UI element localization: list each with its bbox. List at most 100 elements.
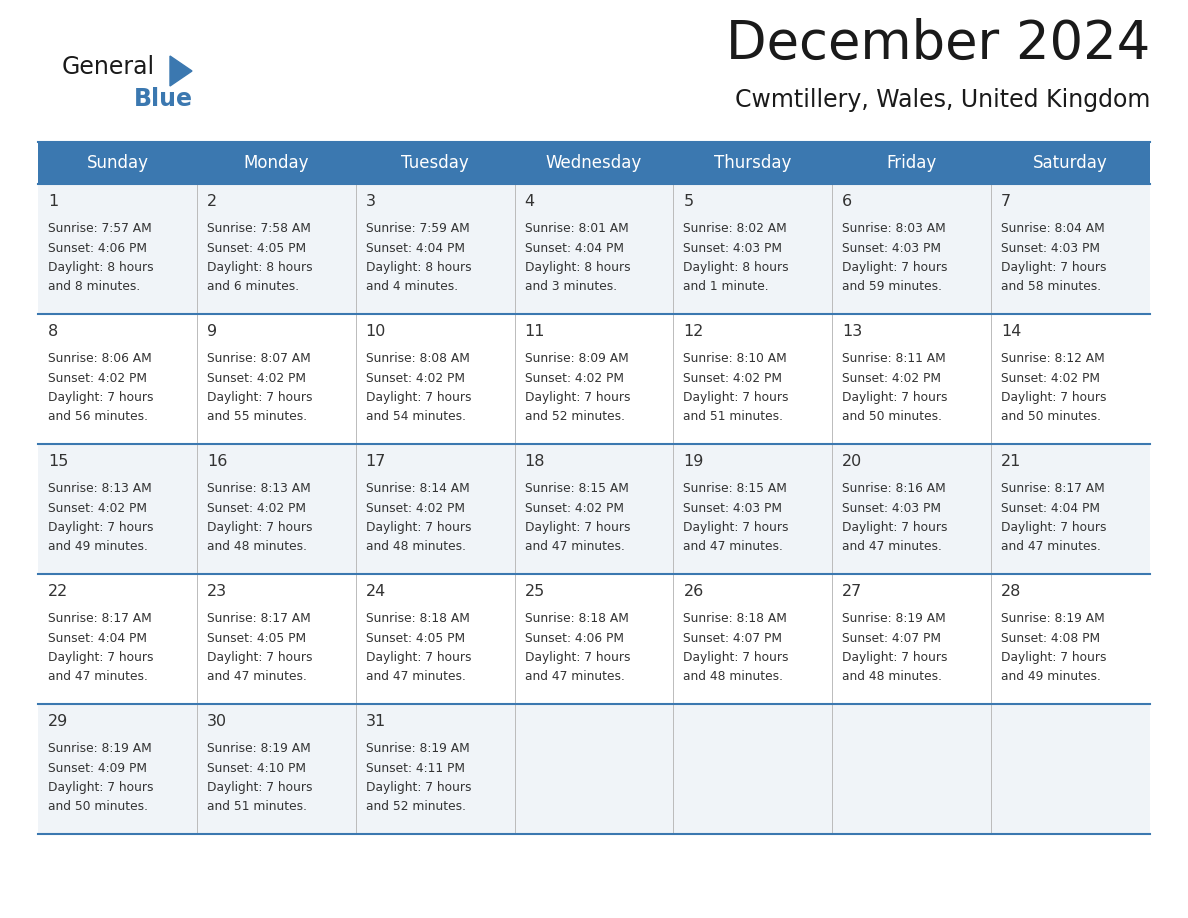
Text: General: General xyxy=(62,55,156,79)
Text: 7: 7 xyxy=(1001,194,1011,209)
Text: Daylight: 8 hours: Daylight: 8 hours xyxy=(683,261,789,274)
Text: and 47 minutes.: and 47 minutes. xyxy=(525,541,625,554)
Text: 16: 16 xyxy=(207,454,227,469)
Text: and 3 minutes.: and 3 minutes. xyxy=(525,281,617,294)
Text: Sunset: 4:02 PM: Sunset: 4:02 PM xyxy=(207,372,305,385)
Text: and 54 minutes.: and 54 minutes. xyxy=(366,410,466,423)
Text: Daylight: 7 hours: Daylight: 7 hours xyxy=(1001,521,1107,534)
Text: Daylight: 7 hours: Daylight: 7 hours xyxy=(525,391,630,404)
Text: Sunrise: 8:11 AM: Sunrise: 8:11 AM xyxy=(842,352,946,365)
Text: Daylight: 7 hours: Daylight: 7 hours xyxy=(207,391,312,404)
Text: Sunset: 4:06 PM: Sunset: 4:06 PM xyxy=(48,241,147,254)
Text: Sunset: 4:04 PM: Sunset: 4:04 PM xyxy=(525,241,624,254)
Text: Sunset: 4:02 PM: Sunset: 4:02 PM xyxy=(683,372,783,385)
Text: and 6 minutes.: and 6 minutes. xyxy=(207,281,299,294)
Text: Sunrise: 8:19 AM: Sunrise: 8:19 AM xyxy=(48,742,152,755)
Bar xyxy=(38,444,1150,574)
Text: Sunset: 4:11 PM: Sunset: 4:11 PM xyxy=(366,762,465,775)
Text: Sunrise: 8:02 AM: Sunrise: 8:02 AM xyxy=(683,222,788,235)
Text: and 58 minutes.: and 58 minutes. xyxy=(1001,281,1101,294)
Text: Sunrise: 8:16 AM: Sunrise: 8:16 AM xyxy=(842,482,946,495)
Text: Sunrise: 7:59 AM: Sunrise: 7:59 AM xyxy=(366,222,469,235)
Text: Daylight: 7 hours: Daylight: 7 hours xyxy=(48,651,153,664)
Text: Daylight: 8 hours: Daylight: 8 hours xyxy=(207,261,312,274)
Text: Sunset: 4:02 PM: Sunset: 4:02 PM xyxy=(842,372,941,385)
Text: Sunset: 4:04 PM: Sunset: 4:04 PM xyxy=(48,632,147,644)
Text: Sunset: 4:02 PM: Sunset: 4:02 PM xyxy=(366,372,465,385)
Text: Sunrise: 8:17 AM: Sunrise: 8:17 AM xyxy=(48,612,152,625)
Text: Daylight: 7 hours: Daylight: 7 hours xyxy=(207,781,312,794)
Text: 18: 18 xyxy=(525,454,545,469)
Text: and 51 minutes.: and 51 minutes. xyxy=(207,800,307,813)
Text: and 48 minutes.: and 48 minutes. xyxy=(683,670,783,684)
Text: 5: 5 xyxy=(683,194,694,209)
Text: and 56 minutes.: and 56 minutes. xyxy=(48,410,148,423)
Bar xyxy=(38,704,1150,834)
Text: 2: 2 xyxy=(207,194,217,209)
Text: Sunset: 4:02 PM: Sunset: 4:02 PM xyxy=(207,501,305,514)
Text: Sunrise: 8:08 AM: Sunrise: 8:08 AM xyxy=(366,352,469,365)
Text: Sunrise: 8:19 AM: Sunrise: 8:19 AM xyxy=(1001,612,1105,625)
Text: and 47 minutes.: and 47 minutes. xyxy=(366,670,466,684)
Text: Sunrise: 8:17 AM: Sunrise: 8:17 AM xyxy=(1001,482,1105,495)
Text: Daylight: 7 hours: Daylight: 7 hours xyxy=(366,521,472,534)
Bar xyxy=(38,184,1150,314)
Text: Daylight: 7 hours: Daylight: 7 hours xyxy=(525,651,630,664)
Text: Daylight: 8 hours: Daylight: 8 hours xyxy=(366,261,472,274)
Text: Daylight: 7 hours: Daylight: 7 hours xyxy=(842,391,948,404)
Text: Sunset: 4:04 PM: Sunset: 4:04 PM xyxy=(366,241,465,254)
Text: Wednesday: Wednesday xyxy=(545,154,643,172)
Text: Sunrise: 8:18 AM: Sunrise: 8:18 AM xyxy=(683,612,788,625)
Text: Sunset: 4:04 PM: Sunset: 4:04 PM xyxy=(1001,501,1100,514)
Text: 15: 15 xyxy=(48,454,69,469)
Text: and 50 minutes.: and 50 minutes. xyxy=(1001,410,1101,423)
Text: 26: 26 xyxy=(683,584,703,599)
Text: and 52 minutes.: and 52 minutes. xyxy=(366,800,466,813)
Text: Daylight: 7 hours: Daylight: 7 hours xyxy=(48,391,153,404)
Text: Daylight: 7 hours: Daylight: 7 hours xyxy=(842,261,948,274)
Text: Sunset: 4:05 PM: Sunset: 4:05 PM xyxy=(366,632,465,644)
Text: 30: 30 xyxy=(207,714,227,729)
Text: Sunrise: 8:12 AM: Sunrise: 8:12 AM xyxy=(1001,352,1105,365)
Text: Sunrise: 8:09 AM: Sunrise: 8:09 AM xyxy=(525,352,628,365)
Text: Sunset: 4:03 PM: Sunset: 4:03 PM xyxy=(683,241,783,254)
Text: Sunrise: 8:15 AM: Sunrise: 8:15 AM xyxy=(525,482,628,495)
Text: 13: 13 xyxy=(842,324,862,339)
Text: Daylight: 7 hours: Daylight: 7 hours xyxy=(1001,651,1107,664)
Text: Sunset: 4:02 PM: Sunset: 4:02 PM xyxy=(366,501,465,514)
Text: Sunset: 4:03 PM: Sunset: 4:03 PM xyxy=(683,501,783,514)
Text: Sunset: 4:02 PM: Sunset: 4:02 PM xyxy=(48,372,147,385)
Text: 9: 9 xyxy=(207,324,217,339)
Text: Cwmtillery, Wales, United Kingdom: Cwmtillery, Wales, United Kingdom xyxy=(734,88,1150,112)
Text: 22: 22 xyxy=(48,584,68,599)
Text: 12: 12 xyxy=(683,324,703,339)
Text: Sunrise: 8:18 AM: Sunrise: 8:18 AM xyxy=(366,612,469,625)
Text: Sunset: 4:02 PM: Sunset: 4:02 PM xyxy=(525,501,624,514)
Text: Tuesday: Tuesday xyxy=(402,154,469,172)
Text: and 48 minutes.: and 48 minutes. xyxy=(207,541,307,554)
Text: Sunset: 4:03 PM: Sunset: 4:03 PM xyxy=(1001,241,1100,254)
Text: Sunrise: 8:19 AM: Sunrise: 8:19 AM xyxy=(842,612,946,625)
Text: Sunset: 4:10 PM: Sunset: 4:10 PM xyxy=(207,762,305,775)
Text: Sunrise: 8:03 AM: Sunrise: 8:03 AM xyxy=(842,222,946,235)
Text: and 49 minutes.: and 49 minutes. xyxy=(48,541,147,554)
Text: 28: 28 xyxy=(1001,584,1022,599)
Text: 1: 1 xyxy=(48,194,58,209)
Text: Sunrise: 8:14 AM: Sunrise: 8:14 AM xyxy=(366,482,469,495)
Text: Sunset: 4:05 PM: Sunset: 4:05 PM xyxy=(207,241,307,254)
Text: Sunrise: 8:17 AM: Sunrise: 8:17 AM xyxy=(207,612,310,625)
Text: 20: 20 xyxy=(842,454,862,469)
Text: and 1 minute.: and 1 minute. xyxy=(683,281,769,294)
Text: and 52 minutes.: and 52 minutes. xyxy=(525,410,625,423)
Text: Daylight: 7 hours: Daylight: 7 hours xyxy=(366,781,472,794)
Text: and 47 minutes.: and 47 minutes. xyxy=(525,670,625,684)
Text: Sunrise: 8:07 AM: Sunrise: 8:07 AM xyxy=(207,352,310,365)
Text: Sunrise: 8:18 AM: Sunrise: 8:18 AM xyxy=(525,612,628,625)
Text: Sunrise: 7:58 AM: Sunrise: 7:58 AM xyxy=(207,222,311,235)
Text: and 47 minutes.: and 47 minutes. xyxy=(207,670,307,684)
Text: 3: 3 xyxy=(366,194,375,209)
Text: and 48 minutes.: and 48 minutes. xyxy=(366,541,466,554)
Text: 23: 23 xyxy=(207,584,227,599)
Text: Sunrise: 8:10 AM: Sunrise: 8:10 AM xyxy=(683,352,788,365)
Text: Daylight: 7 hours: Daylight: 7 hours xyxy=(207,521,312,534)
